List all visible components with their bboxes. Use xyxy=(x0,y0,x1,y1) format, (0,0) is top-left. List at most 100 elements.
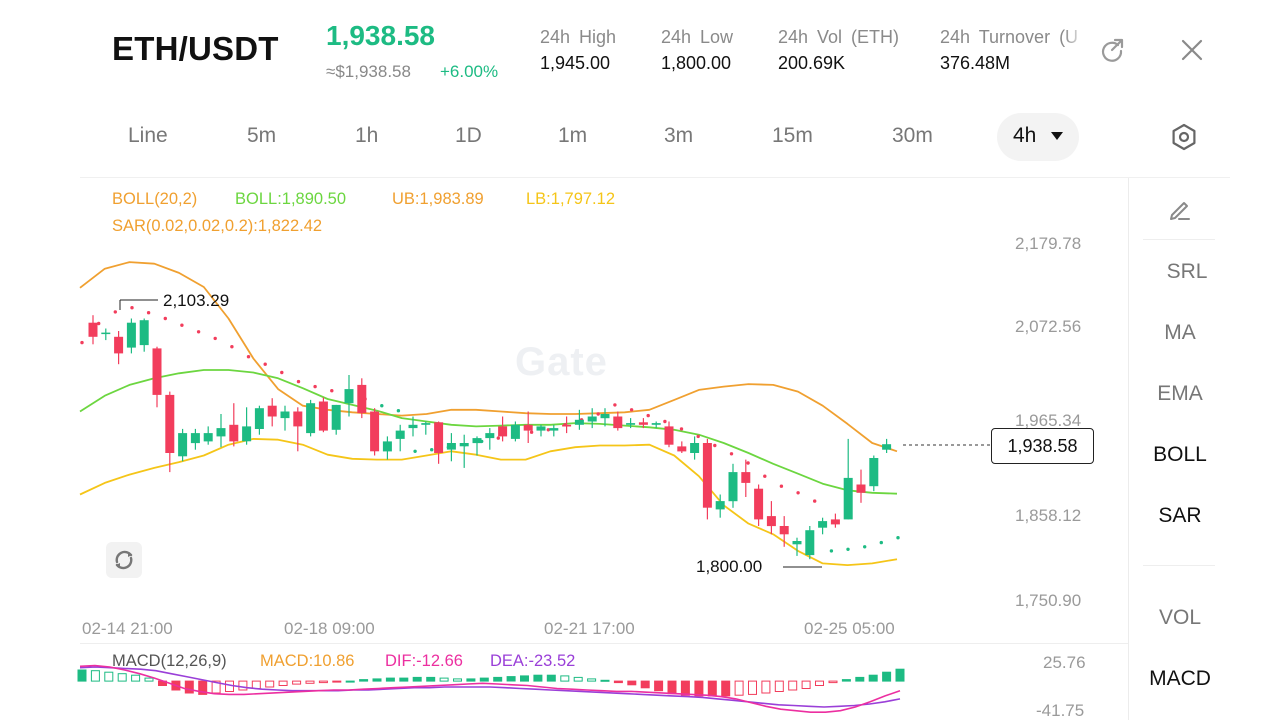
candle-body xyxy=(344,389,354,404)
tab-3m[interactable]: 3m xyxy=(664,124,694,147)
time-tick: 02-25 05:00 xyxy=(804,619,895,638)
tab-4h-label: 4h xyxy=(1013,124,1037,147)
divider-side-2 xyxy=(1143,565,1215,566)
tab-1h[interactable]: 1h xyxy=(355,124,379,147)
tab-1d[interactable]: 1D xyxy=(455,124,482,147)
macd-bar xyxy=(546,674,556,682)
tab-30m[interactable]: 30m xyxy=(892,124,933,147)
macd-bar xyxy=(104,671,114,682)
macd-bar xyxy=(372,678,382,682)
stat-high-label: 24h High xyxy=(540,27,617,47)
candle-body xyxy=(446,443,456,450)
sar-dot xyxy=(796,491,800,495)
side-item-ma[interactable]: MA xyxy=(1164,321,1196,344)
sar-dot xyxy=(496,436,500,440)
stat-high-value: 1,945.00 xyxy=(540,53,611,73)
sar-dot xyxy=(529,430,534,434)
settings-icon[interactable] xyxy=(1170,123,1198,151)
sar-dot xyxy=(130,306,134,310)
candle-body xyxy=(690,443,700,453)
stat-turnover-label: 24h Turnover (U xyxy=(940,27,1079,47)
approx-price: ≈$1,938.58 xyxy=(326,62,411,81)
price-change: +6.00% xyxy=(440,62,499,81)
tab-line[interactable]: Line xyxy=(128,124,168,147)
candle-body xyxy=(434,422,444,453)
sar-dot xyxy=(596,412,600,416)
sar-dot xyxy=(280,370,284,375)
side-item-ema[interactable]: EMA xyxy=(1157,382,1203,405)
stat-turnover-value: 376.48M xyxy=(940,53,1011,73)
macd-bar xyxy=(667,680,677,695)
stat-low-value: 1,800.00 xyxy=(661,53,732,73)
macd-legend-label: MACD(12,26,9) xyxy=(112,652,227,670)
sar-dot xyxy=(313,384,317,389)
side-item-vol[interactable]: VOL xyxy=(1158,606,1202,629)
boll-lower-band xyxy=(79,437,898,566)
macd-dif-line xyxy=(79,664,901,714)
side-item-boll[interactable]: BOLL xyxy=(1153,443,1207,466)
tab-4h-selected[interactable] xyxy=(997,113,1079,161)
time-tick: 02-18 09:00 xyxy=(284,619,375,638)
macd-bar xyxy=(627,680,637,686)
macd-bar xyxy=(801,680,811,689)
macd-bar xyxy=(184,680,194,694)
side-item-srl[interactable]: SRL xyxy=(1166,260,1208,283)
divider-side xyxy=(1128,178,1129,720)
candle-body xyxy=(126,322,136,348)
sar-legend: SAR(0.02,0.02,0.2):1,822.42 xyxy=(112,217,323,235)
sar-dot xyxy=(696,434,700,439)
macd-bar xyxy=(479,677,489,682)
candle-body xyxy=(242,426,252,442)
side-item-sar[interactable]: SAR xyxy=(1158,504,1202,527)
candle-body xyxy=(293,411,303,427)
candle-body xyxy=(395,430,405,439)
side-item-macd[interactable]: MACD xyxy=(1149,667,1211,690)
price-tick: 1,858.12 xyxy=(1015,506,1082,525)
candle-body xyxy=(779,526,789,535)
tab-5m[interactable]: 5m xyxy=(247,124,277,147)
divider-side-1 xyxy=(1143,239,1215,240)
macd-bar xyxy=(292,680,302,685)
stat-turnover: 24h Turnover (U 376.48M xyxy=(940,20,1086,80)
price-tick: 1,750.90 xyxy=(1015,591,1082,610)
sar-dot xyxy=(296,379,301,384)
share-icon[interactable] xyxy=(1098,36,1126,64)
boll-legend-lb: LB:1,797.12 xyxy=(526,190,615,208)
reset-view-button[interactable] xyxy=(106,542,142,578)
macd-bar xyxy=(399,677,409,682)
macd-bar xyxy=(385,677,395,682)
macd-bar xyxy=(600,679,610,682)
tab-1m[interactable]: 1m xyxy=(558,124,588,147)
macd-bar xyxy=(359,679,369,682)
macd-bar xyxy=(788,680,798,691)
boll-legend-mid: BOLL:1,890.50 xyxy=(235,190,347,208)
candle-body xyxy=(830,519,840,525)
candle-body xyxy=(178,433,188,457)
high-marker-label: 2,103.29 xyxy=(163,291,230,310)
sar-dot xyxy=(263,362,267,366)
fade-overlay xyxy=(1064,20,1086,80)
candlestick-chart[interactable] xyxy=(0,0,1128,720)
candle-body xyxy=(856,484,866,493)
candle-body xyxy=(114,336,124,354)
candle-body xyxy=(229,424,239,442)
tab-15m[interactable]: 15m xyxy=(772,124,813,147)
candle-body xyxy=(741,472,751,483)
macd-bar xyxy=(453,678,462,682)
close-icon[interactable] xyxy=(1180,38,1204,62)
macd-bar xyxy=(573,676,583,682)
candle-body xyxy=(638,422,648,425)
pencil-icon[interactable] xyxy=(1166,195,1194,223)
macd-bar xyxy=(439,677,449,682)
candle-body xyxy=(574,419,584,425)
macd-bar xyxy=(238,680,248,691)
macd-legend-dea: DEA:-23.52 xyxy=(490,652,576,670)
candle-body xyxy=(664,426,674,445)
sar-dot xyxy=(829,549,834,553)
candle-body xyxy=(318,401,328,431)
candle-body xyxy=(702,443,712,508)
candle-body xyxy=(306,403,316,434)
macd-bar xyxy=(707,680,717,697)
macd-bar xyxy=(774,680,784,692)
macd-bar xyxy=(882,671,892,682)
